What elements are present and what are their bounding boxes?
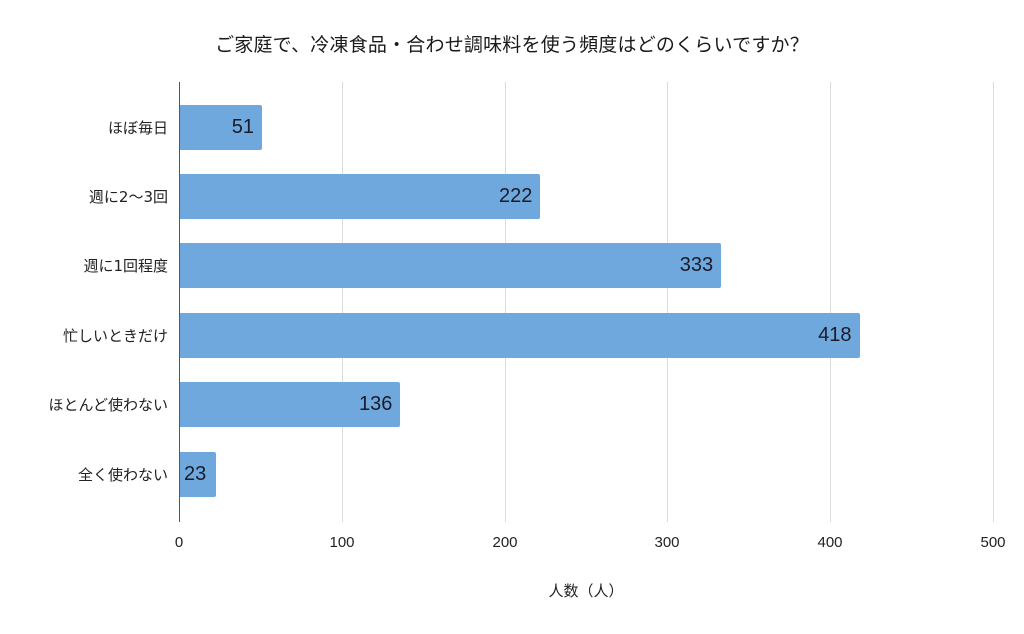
bar-value-label: 333 [679,254,714,276]
category-label: ほとんど使わない [48,396,168,414]
x-tick-label: 100 [329,534,355,551]
category-label: 週に2〜3回 [88,188,168,206]
x-axis-title: 人数（人） [548,582,624,600]
category-label: ほぼ毎日 [107,119,168,137]
bar-value-label: 418 [818,324,852,346]
x-tick-label: 500 [980,534,1006,551]
category-label: 忙しいときだけ [62,327,168,345]
category-label: 週に1回程度 [83,257,168,275]
category-label: 全く使わない [77,466,168,484]
gridline-300 [667,82,668,522]
x-tick-label: 200 [492,534,518,551]
x-tick-label: 400 [817,534,843,551]
gridline-200 [505,82,506,522]
bar-value-label: 136 [359,393,393,415]
gridline-500 [993,82,994,522]
bar-0: 51 [179,105,263,150]
x-tick-label: 300 [654,534,680,551]
bar-1: 222 [179,174,541,219]
bar-value-label: 51 [231,116,255,138]
gridline-400 [830,82,831,522]
x-tick-label: 0 [174,534,184,551]
bar-value-label: 23 [184,463,207,485]
gridline-100 [342,82,343,522]
chart-title: ご家庭で、冷凍食品・合わせ調味料を使う頻度はどのくらいですか？ [215,34,809,56]
plot-area: 51 222 333 418 136 23 [179,82,994,522]
bar-5: 23 [179,452,217,497]
bar-value-label: 222 [499,185,533,207]
bar-3: 418 [179,313,860,358]
bar-2: 333 [179,243,722,288]
y-axis-line [179,82,180,522]
bar-4: 136 [179,382,401,427]
